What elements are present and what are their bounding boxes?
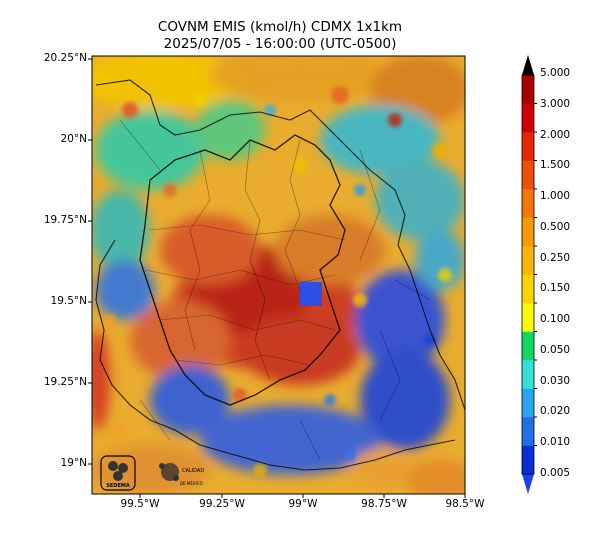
colorbar-label: 2.000 bbox=[540, 129, 571, 141]
colorbar-segment bbox=[522, 160, 534, 190]
colorbar-label: 0.100 bbox=[540, 313, 571, 325]
colorbar-segment bbox=[522, 331, 534, 361]
colorbar-label: 0.150 bbox=[540, 282, 571, 294]
lat-label: 20°N bbox=[60, 133, 87, 145]
colorbar bbox=[521, 55, 537, 494]
emission-field bbox=[92, 56, 465, 494]
colorbar-segment bbox=[522, 360, 534, 389]
sedema-logo: SEDEMA bbox=[100, 455, 136, 491]
svg-text:DE MÉXICO: DE MÉXICO bbox=[180, 481, 203, 486]
colorbar-segment bbox=[522, 388, 534, 418]
colorbar-segment bbox=[522, 189, 534, 218]
lat-label: 19.75°N bbox=[43, 214, 87, 226]
lat-label: 20.25°N bbox=[43, 52, 87, 64]
colorbar-segment bbox=[522, 303, 534, 332]
colorbar-label: 0.020 bbox=[540, 405, 571, 417]
lon-label: 99.5°W bbox=[120, 498, 160, 510]
lat-label: 19°N bbox=[60, 457, 87, 469]
colorbar-label: 0.010 bbox=[540, 436, 571, 448]
colorbar-segment bbox=[522, 217, 534, 247]
colorbar-label: 0.030 bbox=[540, 375, 571, 387]
colorbar-segment bbox=[522, 246, 534, 275]
colorbar-label: 0.500 bbox=[540, 221, 571, 233]
colorbar-label: 5.000 bbox=[540, 67, 571, 79]
colorbar-segment bbox=[522, 274, 534, 304]
lon-label: 98.75°W bbox=[361, 498, 407, 510]
colorbar-segment bbox=[522, 132, 534, 161]
air-quality-logo: CALIDAD DE MÉXICO bbox=[159, 463, 204, 486]
colorbar-segment bbox=[522, 103, 534, 133]
axis-ticks bbox=[88, 58, 466, 498]
colorbar-segment bbox=[522, 75, 534, 104]
svg-text:CALIDAD: CALIDAD bbox=[182, 468, 204, 474]
lat-label: 19.25°N bbox=[43, 376, 87, 388]
lon-label: 99°W bbox=[288, 498, 318, 510]
colorbar-segment bbox=[522, 445, 534, 475]
map-title: COVNM EMIS (kmol/h) CDMX 1x1km bbox=[157, 19, 403, 35]
map-subtitle: 2025/07/05 - 16:00:00 (UTC-0500) bbox=[163, 36, 397, 52]
svg-text:SEDEMA: SEDEMA bbox=[106, 483, 130, 489]
lat-label: 19.5°N bbox=[50, 295, 87, 307]
colorbar-label: 0.050 bbox=[540, 344, 571, 356]
colorbar-over-arrow bbox=[522, 55, 534, 75]
colorbar-label: 1.500 bbox=[540, 159, 571, 171]
colorbar-label: 0.250 bbox=[540, 252, 571, 264]
lon-label: 99.25°W bbox=[199, 498, 245, 510]
colorbar-under-arrow bbox=[522, 474, 534, 494]
colorbar-segment bbox=[522, 417, 534, 446]
colorbar-label: 1.000 bbox=[540, 190, 571, 202]
colorbar-label: 0.005 bbox=[540, 467, 571, 479]
colorbar-label: 3.000 bbox=[540, 98, 571, 110]
lon-label: 98.5°W bbox=[445, 498, 485, 510]
